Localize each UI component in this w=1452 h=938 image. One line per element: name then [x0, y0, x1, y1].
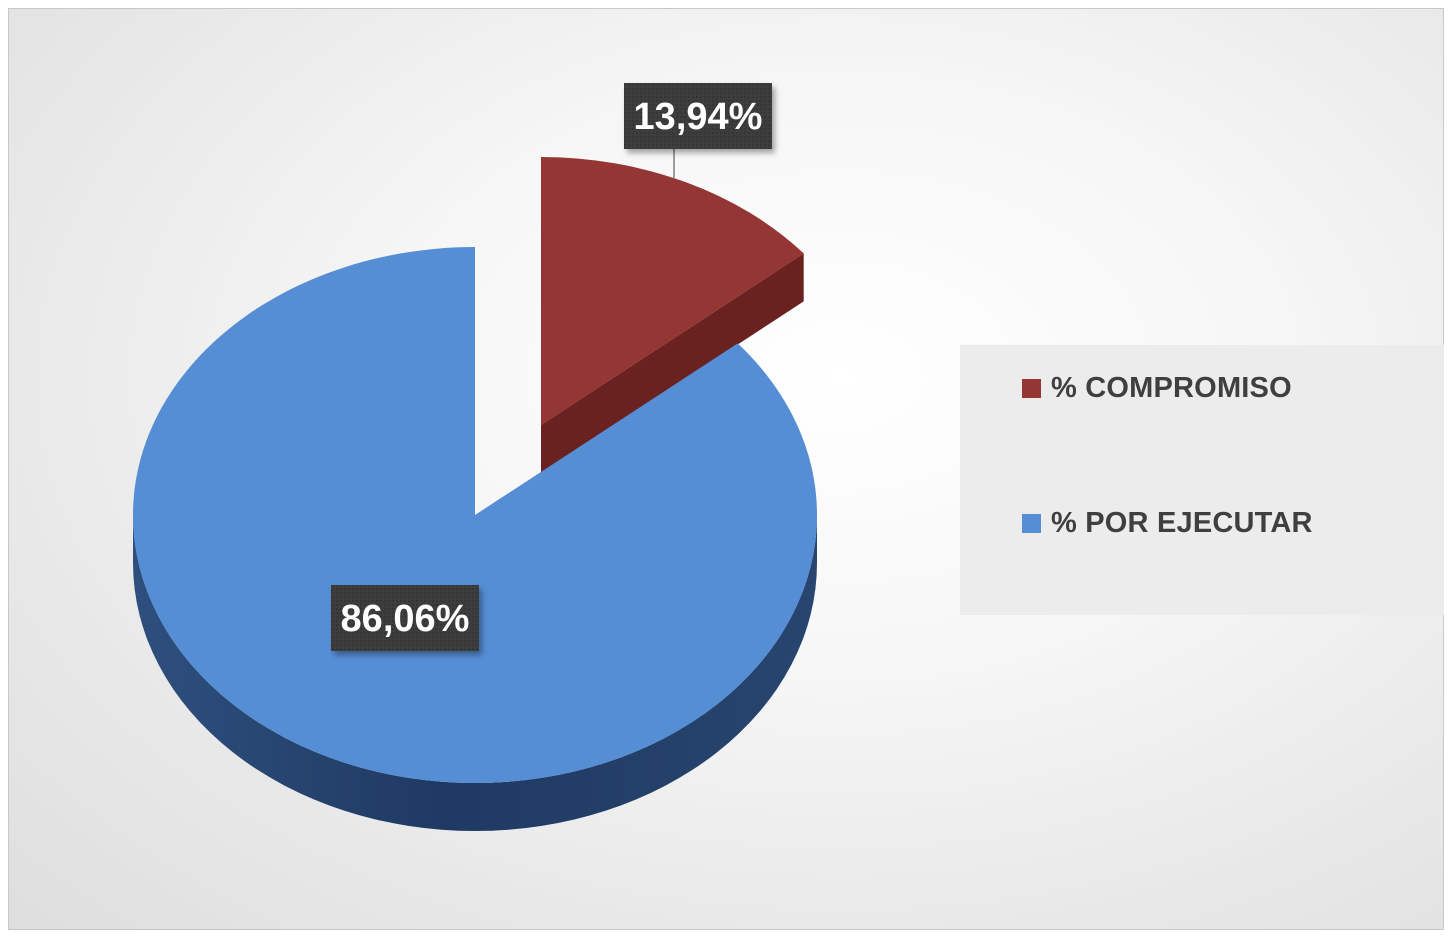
pie-slice-por-ejecutar — [133, 247, 818, 783]
pie-slice-cut-compromiso — [541, 253, 804, 473]
data-label-compromiso: 13,94% — [634, 96, 763, 138]
pie-slice-side-por-ejecutar — [133, 515, 817, 831]
legend-label-por-ejecutar: % POR EJECUTAR — [1051, 506, 1313, 539]
data-label-por-ejecutar: 86,06% — [341, 598, 470, 640]
legend-swatch-por-ejecutar — [1022, 513, 1041, 533]
legend-item-por-ejecutar: % POR EJECUTAR — [1022, 503, 1313, 543]
chart-legend: % COMPROMISO % POR EJECUTAR — [960, 345, 1444, 615]
data-label-box-por-ejecutar — [331, 585, 479, 651]
legend-label-compromiso: % COMPROMISO — [1051, 371, 1292, 404]
legend-swatch-compromiso — [1022, 378, 1041, 398]
pie-slice-compromiso — [541, 157, 804, 425]
data-label-box-compromiso — [624, 83, 772, 149]
legend-item-compromiso: % COMPROMISO — [1022, 368, 1292, 408]
